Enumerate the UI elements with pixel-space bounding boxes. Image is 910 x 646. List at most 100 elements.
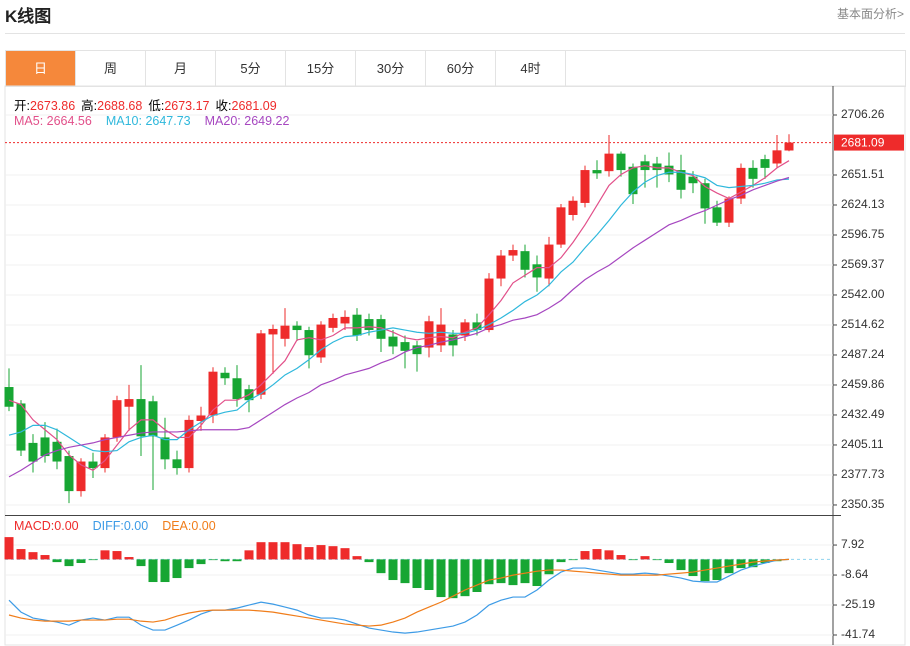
candle-body — [376, 319, 386, 339]
info-label: 开: — [14, 99, 30, 113]
y-tick-label: 2624.13 — [841, 197, 885, 211]
tab[interactable]: 日 — [6, 51, 76, 86]
tab[interactable]: 30分 — [356, 51, 426, 86]
legend-entry: DIFF:0.00 — [92, 519, 149, 533]
candle-body — [88, 461, 98, 469]
candle-body — [652, 163, 662, 171]
candle-body — [112, 400, 122, 438]
macd-legend: MACD:0.00 DIFF:0.00 DEA:0.00 — [14, 519, 216, 533]
candle-body — [664, 165, 674, 175]
candle-body — [760, 159, 770, 168]
last-price-label: 2681.09 — [841, 136, 885, 150]
y-tick-label: 7.92 — [841, 537, 865, 551]
macd-bar — [652, 559, 662, 561]
candle-body — [208, 371, 218, 416]
plot-frame — [4, 85, 906, 646]
y-tick-label: 2569.37 — [841, 257, 885, 271]
macd-bar — [580, 551, 590, 560]
macd-bar — [52, 559, 62, 563]
tab[interactable]: 60分 — [426, 51, 496, 86]
tab[interactable]: 周 — [76, 51, 146, 86]
candle-body — [484, 278, 494, 331]
macd-bar — [328, 546, 338, 560]
candle-body — [424, 321, 434, 348]
tab[interactable]: 4时 — [496, 51, 566, 86]
info-label: 低: — [148, 99, 165, 113]
macd-bar — [352, 556, 362, 560]
macd-bar — [364, 559, 374, 563]
macd-bar — [124, 557, 134, 560]
macd-bar — [568, 559, 578, 561]
legend-entry: DEA:0.00 — [162, 519, 216, 533]
candle-body — [568, 200, 578, 215]
macd-bar — [532, 559, 542, 587]
candle-body — [580, 170, 590, 203]
candle-body — [472, 322, 482, 331]
info-value: 2673.86 — [29, 99, 76, 113]
macd-bar — [172, 559, 182, 579]
macd-bar — [640, 556, 650, 560]
candle-body — [688, 176, 698, 184]
y-tick-label: 2706.26 — [841, 107, 885, 121]
candle-body — [784, 142, 794, 151]
candle-body — [724, 198, 734, 223]
tab[interactable]: 15分 — [286, 51, 356, 86]
candle-body — [676, 170, 686, 190]
candle-body — [352, 314, 362, 336]
candle-body — [364, 319, 374, 331]
candle-body — [460, 322, 470, 336]
candle-body — [592, 170, 602, 174]
legend-entry: MA5: 2664.56 — [14, 114, 92, 128]
indicator-line — [8, 558, 790, 627]
tab[interactable]: 月 — [146, 51, 216, 86]
macd-bar — [28, 552, 38, 560]
y-tick-label: -8.64 — [841, 567, 869, 581]
candle-body — [292, 325, 302, 331]
candle-body — [628, 166, 638, 195]
y-tick-label: 2651.51 — [841, 167, 885, 181]
macd-bar — [220, 559, 230, 562]
candle-body — [496, 255, 506, 279]
y-tick-label: 2350.35 — [841, 497, 885, 511]
macd-bar — [112, 551, 122, 560]
macd-bar — [460, 559, 470, 597]
candle-body — [28, 442, 38, 462]
candle-body — [328, 317, 338, 328]
indicator-line — [8, 171, 790, 453]
macd-bar — [424, 559, 434, 591]
ma-legend: MA5: 2664.56 MA10: 2647.73 MA20: 2649.22 — [14, 114, 289, 128]
macd-bar — [436, 559, 446, 598]
candle-body — [616, 153, 626, 171]
candle-body — [304, 330, 314, 356]
divider — [5, 33, 905, 34]
legend-entry: MA20: 2649.22 — [204, 114, 290, 128]
macd-bar — [316, 545, 326, 560]
page-title: K线图 — [5, 7, 52, 26]
macd-bar — [748, 559, 758, 568]
macd-bar — [76, 559, 86, 564]
tab[interactable]: 5分 — [216, 51, 286, 86]
macd-bar — [340, 548, 350, 560]
info-value: 2681.09 — [231, 99, 277, 113]
macd-bar — [16, 549, 26, 560]
macd-bar — [64, 559, 74, 567]
candle-body — [532, 264, 542, 278]
candle-body — [100, 437, 110, 469]
macd-bar — [280, 542, 290, 560]
indicator-line — [8, 176, 790, 478]
candle-body — [280, 325, 290, 339]
macd-bar — [148, 559, 158, 583]
macd-bar — [88, 559, 98, 561]
candle-body — [148, 401, 158, 437]
y-tick-label: 2487.24 — [841, 347, 885, 361]
candle-body — [268, 328, 278, 335]
candle-body — [256, 333, 266, 395]
candle-body — [340, 316, 350, 324]
macd-bar — [664, 559, 674, 564]
macd-bar — [520, 559, 530, 584]
fundamental-link[interactable]: 基本面分析> — [836, 7, 904, 21]
macd-bar — [472, 559, 482, 592]
candle-body — [520, 251, 530, 270]
macd-bar — [304, 547, 314, 560]
